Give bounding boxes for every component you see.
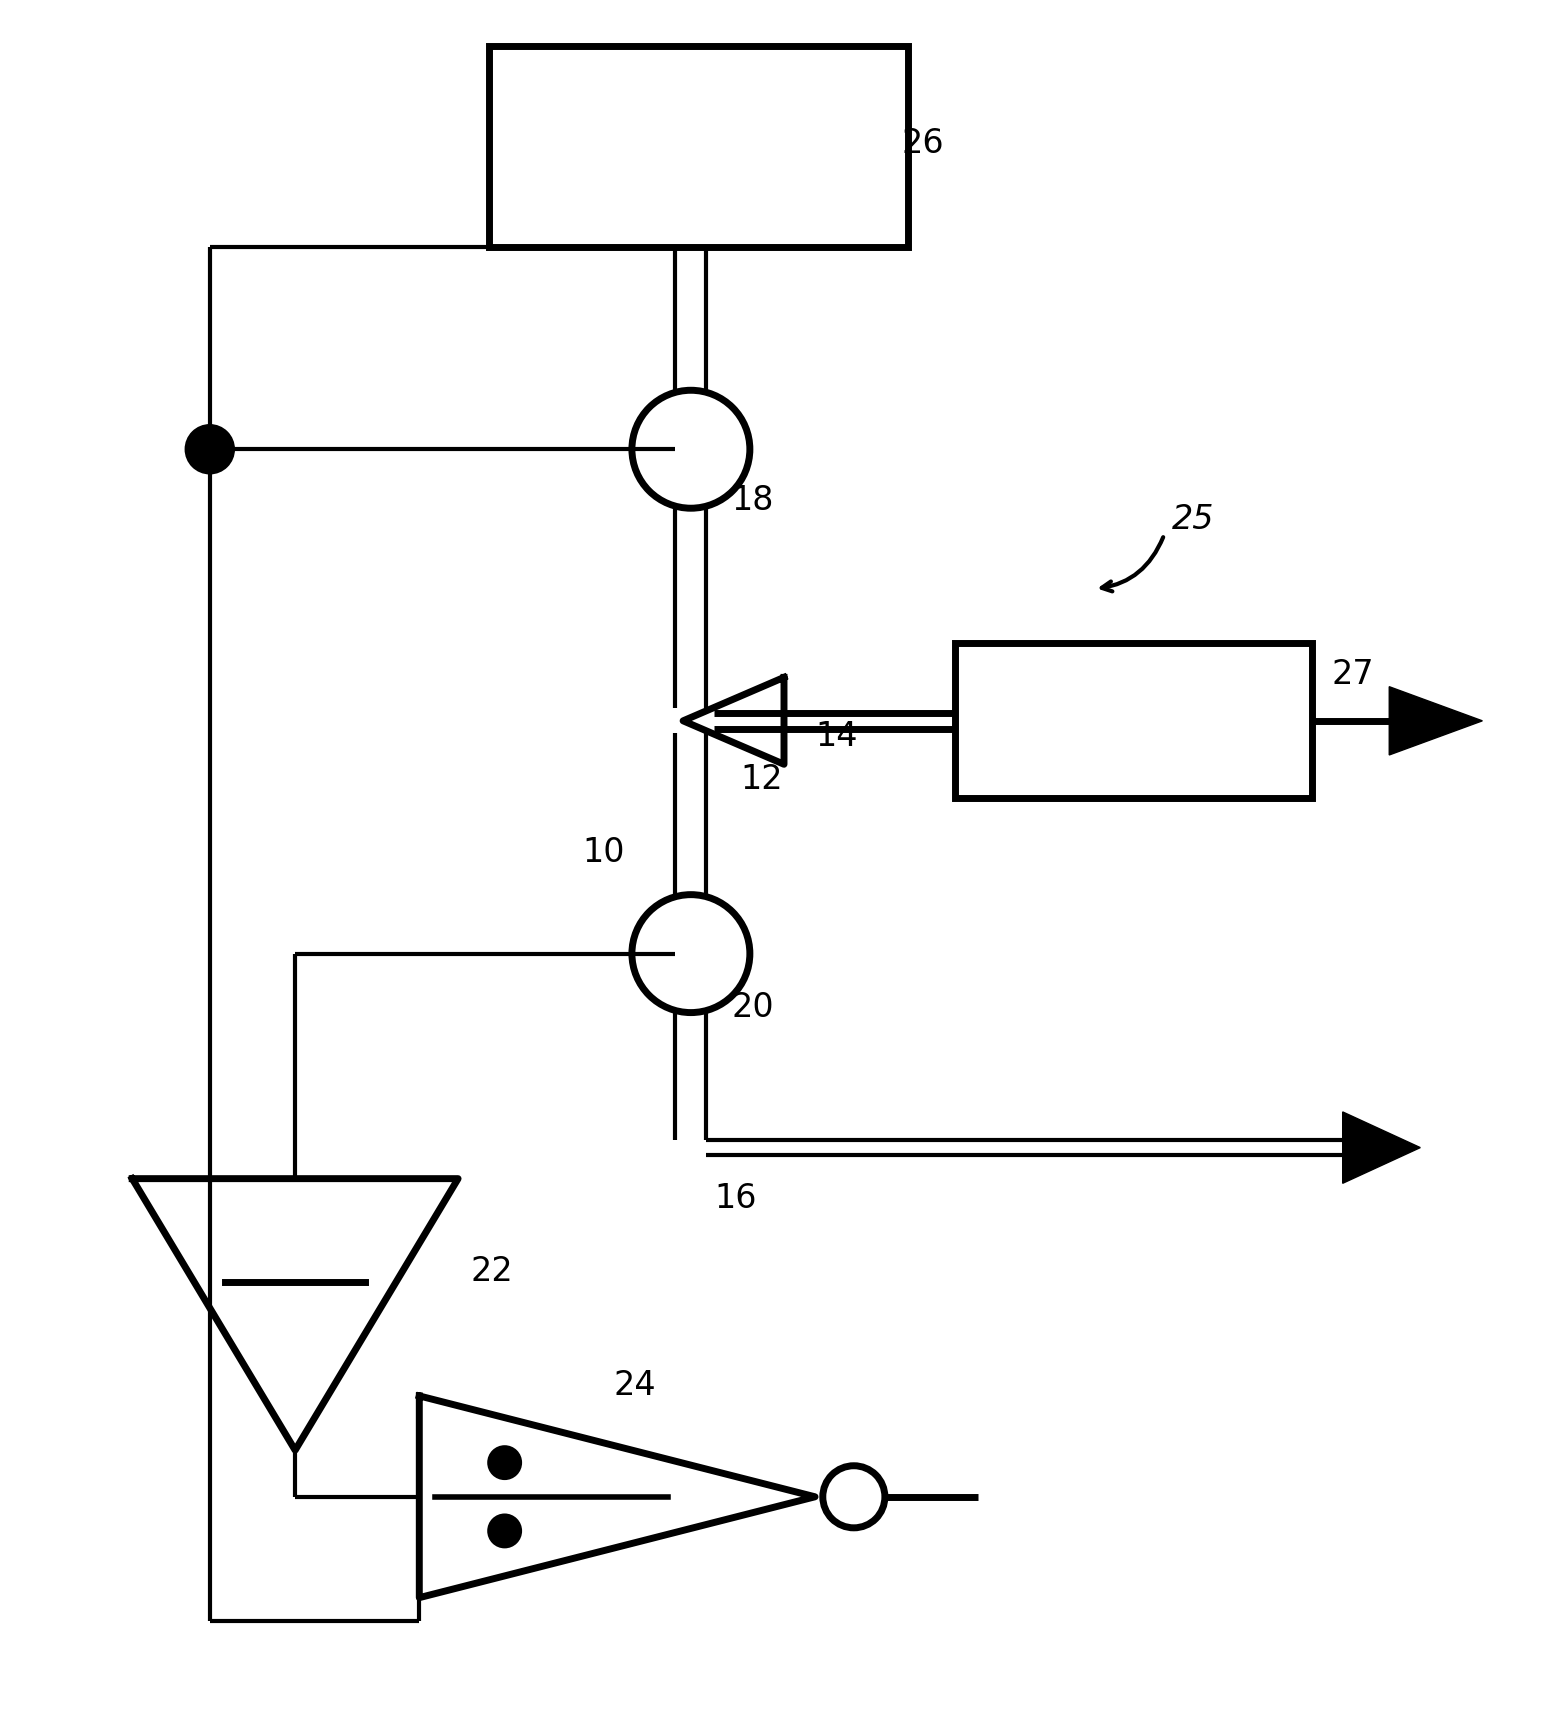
Circle shape <box>491 1449 519 1477</box>
Bar <box>955 644 1312 799</box>
Bar <box>489 46 908 248</box>
Text: 16: 16 <box>713 1182 757 1215</box>
Circle shape <box>491 1516 519 1545</box>
Text: 22: 22 <box>470 1255 513 1289</box>
Polygon shape <box>1342 1112 1421 1184</box>
Text: 27: 27 <box>1331 657 1375 690</box>
Text: 14: 14 <box>815 719 858 752</box>
Text: 18: 18 <box>731 484 773 516</box>
Text: 10: 10 <box>582 836 624 869</box>
Text: 25: 25 <box>1171 503 1215 535</box>
Text: 20: 20 <box>731 991 775 1024</box>
Circle shape <box>188 427 232 472</box>
Text: 26: 26 <box>902 127 944 160</box>
Text: 24: 24 <box>613 1368 655 1401</box>
Polygon shape <box>1389 687 1482 756</box>
Text: 12: 12 <box>740 764 782 797</box>
